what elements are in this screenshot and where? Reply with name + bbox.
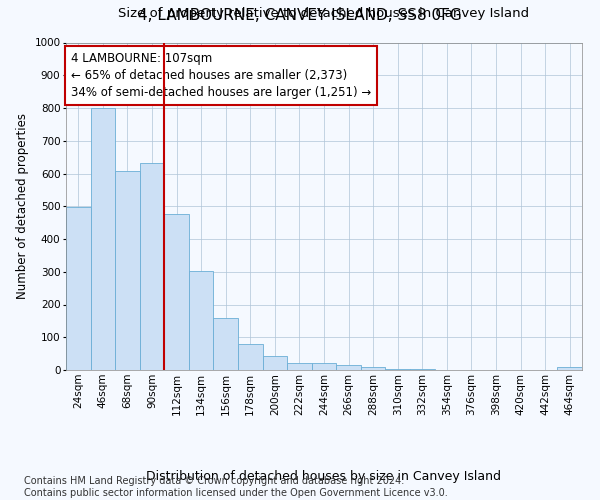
Bar: [189, 271, 214, 370]
Bar: [312, 364, 336, 370]
Bar: [557, 366, 582, 370]
Bar: [385, 368, 410, 370]
Text: 4 LAMBOURNE: 107sqm
← 65% of detached houses are smaller (2,373)
34% of semi-det: 4 LAMBOURNE: 107sqm ← 65% of detached ho…: [71, 52, 371, 100]
Bar: [263, 356, 287, 370]
Bar: [287, 363, 312, 370]
Text: Contains HM Land Registry data © Crown copyright and database right 2024.
Contai: Contains HM Land Registry data © Crown c…: [24, 476, 448, 498]
Title: Size of property relative to detached houses in Canvey Island: Size of property relative to detached ho…: [118, 8, 530, 20]
Text: 4, LAMBOURNE, CANVEY ISLAND, SS8 0FG: 4, LAMBOURNE, CANVEY ISLAND, SS8 0FG: [138, 8, 462, 22]
Bar: [238, 344, 263, 370]
Bar: [140, 163, 164, 370]
Bar: [115, 171, 140, 370]
Bar: [91, 108, 115, 370]
Bar: [66, 207, 91, 370]
Bar: [214, 318, 238, 370]
Bar: [164, 214, 189, 370]
Bar: [336, 365, 361, 370]
Y-axis label: Number of detached properties: Number of detached properties: [16, 114, 29, 299]
X-axis label: Distribution of detached houses by size in Canvey Island: Distribution of detached houses by size …: [146, 470, 502, 484]
Bar: [361, 366, 385, 370]
